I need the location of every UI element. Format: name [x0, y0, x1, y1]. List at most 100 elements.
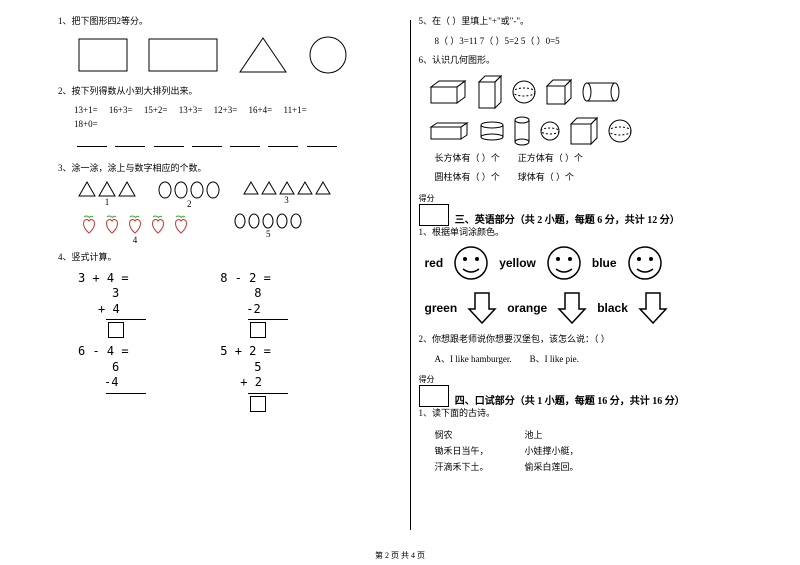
math-num: + 4 [78, 302, 218, 318]
math-num: -4 [78, 375, 218, 391]
triangle-icon [297, 181, 313, 195]
blue-label: blue [592, 256, 617, 270]
q2-blanks [74, 137, 402, 152]
poem-line-1: 锄禾日当午， 小娃撑小艇， [435, 443, 763, 459]
poem-line-2: 汗滴禾下土。 偷采白莲回。 [435, 459, 763, 475]
q3-2-options: A、I like hamburger. B、I like pie. [435, 353, 763, 367]
score-box[interactable] [419, 204, 449, 226]
arrow-down-icon [557, 291, 587, 325]
triangle-icon [78, 181, 96, 197]
answer-blank[interactable] [154, 137, 184, 147]
triangle-icon [315, 181, 331, 195]
square-shape [78, 38, 128, 72]
face-icon [453, 245, 489, 281]
sphere-icon [607, 118, 633, 144]
q2-item: 18+0= [74, 119, 98, 129]
apple-icon [124, 213, 146, 235]
left-column: 1、把下图形四2等分。 2、按下列得数从小到大排列出来。 13+1= 16+3=… [50, 15, 410, 540]
color-row-1: red yellow blue [425, 245, 763, 281]
cube-count: 正方体有（ ）个 [518, 153, 583, 163]
q2-item: 16+3= [109, 105, 133, 115]
math-row1: 3 + 4 = 3 + 4 8 - 2 = 8 -2 [78, 271, 402, 339]
triangle-shape [238, 36, 288, 74]
group-label: 1 [78, 197, 136, 207]
oval-icon [174, 181, 188, 199]
math-rule [248, 319, 288, 320]
poem-block: 悯农 池上 锄禾日当午， 小娃撑小艇， 汗滴禾下土。 偷采白莲回。 [435, 427, 763, 476]
question-4: 4、竖式计算。 [58, 251, 402, 265]
score-label: 得分 [419, 193, 763, 204]
section-4-title: 四、口试部分（共 1 小题，每题 16 分，共计 16 分） [455, 396, 685, 407]
q3-row2: 4 5 [78, 213, 402, 245]
face-icon [546, 245, 582, 281]
answer-box[interactable] [250, 396, 266, 412]
cuboid-icon [477, 74, 503, 110]
q2-item: 13+3= [179, 105, 203, 115]
oval-icon [290, 213, 302, 229]
shape-count-row1: 长方体有（ ）个 正方体有（ ）个 [435, 152, 763, 166]
question-3: 3、涂一涂，涂上与数字相应的个数。 [58, 162, 402, 176]
q2-expressions: 13+1= 16+3= 15+2= 13+3= 12+3= 16+4= 11+1… [74, 104, 402, 131]
yellow-label: yellow [499, 256, 536, 270]
answer-blank[interactable] [307, 137, 337, 147]
cuboid-icon [429, 121, 471, 141]
answer-box[interactable] [250, 322, 266, 338]
cylinder-icon [479, 121, 505, 141]
oval-icon [248, 213, 260, 229]
group-label: 2 [158, 199, 220, 209]
score-label: 得分 [419, 374, 763, 385]
option-b: B、I like pie. [530, 354, 579, 364]
answer-blank[interactable] [115, 137, 145, 147]
math-expr: 3 + 4 = [78, 271, 218, 287]
answer-box[interactable] [108, 322, 124, 338]
rectangle-shape [148, 38, 218, 72]
shape-count-row2: 圆柱体有（ ）个 球体有（ ）个 [435, 171, 763, 185]
color-row-2: green orange black [425, 291, 763, 325]
oval-icon [206, 181, 220, 199]
math-num: + 2 [220, 375, 360, 391]
oval-icon [234, 213, 246, 229]
oval-icon [276, 213, 288, 229]
oval-icon [190, 181, 204, 199]
section-3-header: 得分 三、英语部分（共 2 小题，每题 6 分，共计 12 分） [419, 193, 763, 226]
question-2: 2、按下列得数从小到大排列出来。 [58, 85, 402, 99]
math-num: 3 [78, 286, 218, 302]
cuboid-count: 长方体有（ ）个 [435, 153, 500, 163]
group-label: 4 [78, 235, 192, 245]
oval-icon [158, 181, 172, 199]
math-expr: 5 + 2 = [220, 344, 360, 360]
cube-icon [545, 78, 573, 106]
question-3-2: 2、你想跟老师说你想要汉堡包，该怎么说：（ ） [419, 333, 763, 347]
math-problem-a: 3 + 4 = 3 + 4 [78, 271, 218, 339]
math-rule [106, 393, 146, 394]
red-label: red [425, 256, 444, 270]
apple-icon [78, 213, 100, 235]
math-num: 6 [78, 360, 218, 376]
poem-1-line: 锄禾日当午， [435, 443, 525, 459]
answer-blank[interactable] [230, 137, 260, 147]
section-3-title: 三、英语部分（共 2 小题，每题 6 分，共计 12 分） [455, 215, 680, 226]
answer-blank[interactable] [268, 137, 298, 147]
question-1: 1、把下图形四2等分。 [58, 15, 402, 29]
sphere-icon [511, 79, 537, 105]
question-3-1: 1、根据单词涂颜色。 [419, 226, 763, 240]
orange-label: orange [507, 301, 547, 315]
page-footer: 第 2 页 共 4 页 [0, 550, 800, 561]
q2-item: 12+3= [214, 105, 238, 115]
triangle-icon [261, 181, 277, 195]
cylinder-icon [581, 81, 621, 103]
apple-icon [101, 213, 123, 235]
triangle-icon [279, 181, 295, 195]
poem-2-line: 小娃撑小艇， [525, 443, 579, 459]
cuboid-icon [429, 79, 469, 105]
score-box[interactable] [419, 385, 449, 407]
answer-blank[interactable] [77, 137, 107, 147]
poem-2-line: 偷采白莲回。 [525, 459, 579, 475]
arrow-down-icon [467, 291, 497, 325]
solids-row-2 [429, 116, 763, 146]
poem-title-1: 悯农 [435, 427, 525, 443]
q1-shapes [78, 35, 402, 75]
math-expr: 6 - 4 = [78, 344, 218, 360]
answer-blank[interactable] [192, 137, 222, 147]
math-num: 8 [220, 286, 360, 302]
